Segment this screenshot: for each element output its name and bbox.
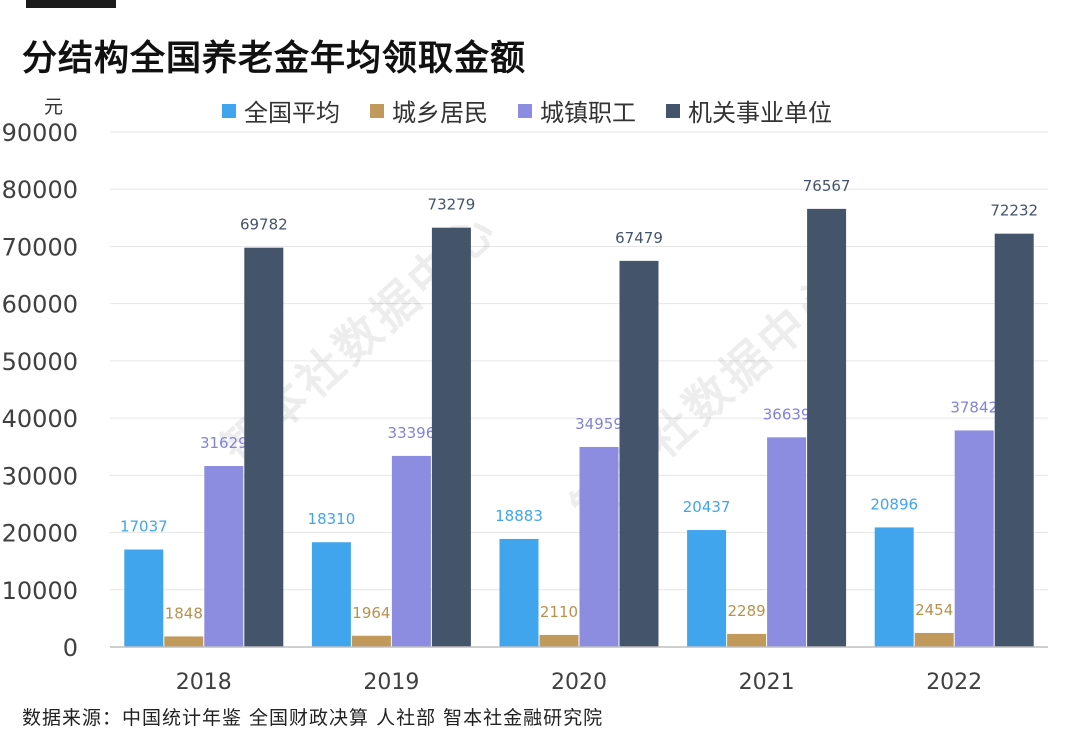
bar xyxy=(619,260,659,647)
data-label: 2289 xyxy=(728,602,766,620)
y-tick-label: 50000 xyxy=(2,348,78,376)
top-accent-bar xyxy=(26,0,116,8)
legend-swatch-urban-employees xyxy=(518,103,532,118)
legend-label-government-institutions: 机关事业单位 xyxy=(688,99,832,127)
bar xyxy=(539,634,579,647)
data-label: 2454 xyxy=(915,601,953,619)
bar xyxy=(874,527,914,647)
y-tick-label: 10000 xyxy=(2,577,78,605)
data-label: 76567 xyxy=(803,177,851,195)
data-label: 20437 xyxy=(683,498,731,516)
legend-label-national-average: 全国平均 xyxy=(244,99,340,127)
data-label: 17037 xyxy=(120,518,168,536)
x-tick-label: 2019 xyxy=(363,670,419,695)
data-label: 20896 xyxy=(870,495,918,513)
chart-title: 分结构全国养老金年均领取金额 xyxy=(22,39,527,79)
y-tick-label: 90000 xyxy=(2,119,78,147)
data-label: 18310 xyxy=(308,510,356,528)
legend-swatch-government-institutions xyxy=(666,103,680,118)
y-tick-label: 20000 xyxy=(2,520,78,548)
data-label: 18883 xyxy=(495,507,543,525)
bar xyxy=(994,233,1034,648)
legend-item-national-average: 全国平均 xyxy=(222,93,340,128)
legend-item-urban-rural-residents: 城乡居民 xyxy=(370,93,488,128)
bar xyxy=(124,549,164,647)
y-tick-label: 70000 xyxy=(2,233,78,261)
data-label: 1964 xyxy=(352,604,390,622)
data-label: 34959 xyxy=(575,415,623,433)
bar xyxy=(431,227,471,647)
data-label: 72232 xyxy=(990,202,1038,220)
bar xyxy=(954,430,994,647)
data-label: 31629 xyxy=(200,434,248,452)
legend-label-urban-rural-residents: 城乡居民 xyxy=(392,99,488,127)
legend-item-urban-employees: 城镇职工 xyxy=(518,93,636,128)
bar xyxy=(244,247,284,647)
bar xyxy=(727,633,767,647)
legend-label-urban-employees: 城镇职工 xyxy=(540,99,636,127)
bar xyxy=(351,635,391,647)
y-tick-label: 30000 xyxy=(2,462,78,490)
data-label: 69782 xyxy=(240,216,288,234)
legend: 全国平均 城乡居民 城镇职工 机关事业单位 xyxy=(222,93,862,128)
y-tick-label: 0 xyxy=(63,634,78,662)
bar xyxy=(579,446,619,647)
y-axis-unit-label: 元 xyxy=(44,96,64,118)
bar xyxy=(914,632,954,647)
data-label: 67479 xyxy=(615,229,663,247)
data-label: 1848 xyxy=(165,604,203,622)
bar xyxy=(807,208,847,647)
data-label: 37842 xyxy=(950,398,998,416)
legend-item-government-institutions: 机关事业单位 xyxy=(666,93,832,128)
source-note: 数据来源：中国统计年鉴 全国财政决算 人社部 智本社金融研究院 xyxy=(22,707,604,729)
data-label: 2110 xyxy=(540,603,578,621)
legend-swatch-national-average xyxy=(222,103,236,118)
x-tick-label: 2020 xyxy=(551,670,607,695)
bar xyxy=(687,530,727,647)
x-tick-label: 2022 xyxy=(926,670,982,695)
bar xyxy=(767,437,807,647)
bar xyxy=(391,455,431,647)
bar xyxy=(164,636,204,647)
data-label: 33396 xyxy=(388,424,436,442)
bar xyxy=(499,538,539,647)
x-tick-label: 2018 xyxy=(176,670,232,695)
data-label: 73279 xyxy=(428,196,476,214)
y-tick-label: 80000 xyxy=(2,176,78,204)
y-tick-label: 40000 xyxy=(2,405,78,433)
y-tick-label: 60000 xyxy=(2,291,78,319)
bar xyxy=(204,466,244,647)
data-label: 36639 xyxy=(763,405,811,423)
x-tick-label: 2021 xyxy=(739,670,795,695)
bar xyxy=(311,542,351,647)
legend-swatch-urban-rural-residents xyxy=(370,103,384,118)
